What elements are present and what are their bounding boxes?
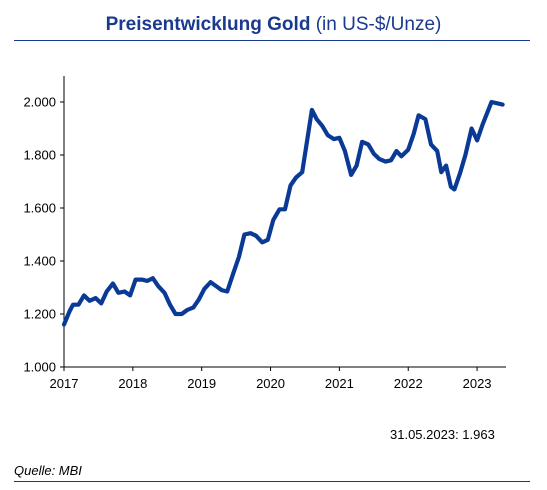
gold-price-line bbox=[61, 99, 505, 327]
x-tick-label: 2022 bbox=[394, 376, 423, 391]
bottom-divider bbox=[14, 481, 530, 482]
x-tick-label: 2020 bbox=[256, 376, 285, 391]
x-tick-label: 2018 bbox=[118, 376, 147, 391]
source-note: Quelle: MBI bbox=[14, 463, 82, 478]
y-tick-label: 1.800 bbox=[23, 148, 56, 163]
y-tick-label: 1.000 bbox=[23, 360, 56, 375]
x-tick-label: 2023 bbox=[463, 376, 492, 391]
chart-title-main: Preisentwicklung Gold bbox=[105, 14, 311, 35]
x-tick-label: 2019 bbox=[187, 376, 216, 391]
x-tick-label: 2021 bbox=[325, 376, 354, 391]
title-divider bbox=[14, 40, 530, 41]
latest-price-note: 31.05.2023: 1.963 bbox=[390, 427, 495, 442]
y-tick-label: 1.600 bbox=[23, 201, 56, 216]
x-tick-label: 2017 bbox=[50, 376, 79, 391]
y-tick-label: 2.000 bbox=[23, 95, 56, 110]
y-tick-label: 1.200 bbox=[23, 307, 56, 322]
y-tick-label: 1.400 bbox=[23, 254, 56, 269]
chart-title-unit: (in US-$/Unze) bbox=[315, 14, 442, 35]
chart-title: Preisentwicklung Gold (in US-$/Unze) bbox=[0, 14, 547, 36]
